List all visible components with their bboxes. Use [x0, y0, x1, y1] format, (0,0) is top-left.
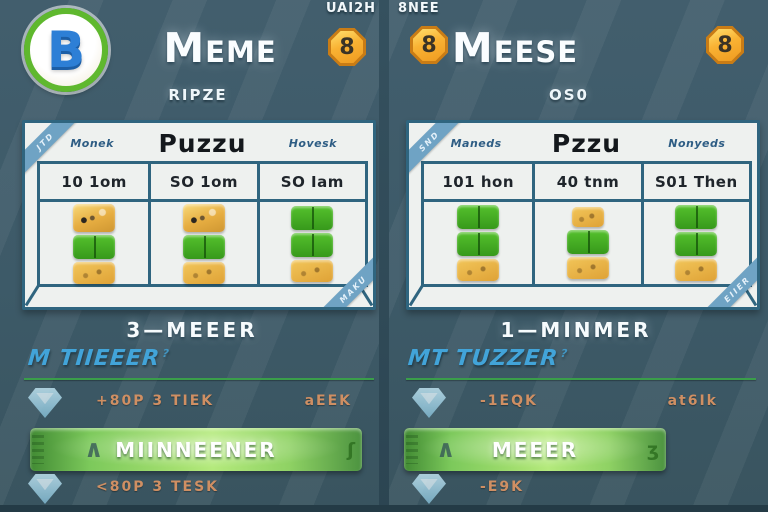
table-cell-value: S01 Then	[640, 164, 749, 202]
section-title-text: MT TUZZER	[406, 346, 560, 371]
action-button[interactable]: ∧ MEEER ʒ	[404, 428, 666, 471]
row-label: -E9K	[480, 479, 524, 495]
panel-title: Meese	[451, 24, 579, 72]
table-edge-line	[25, 284, 40, 307]
table-cell-blocks	[256, 202, 365, 286]
column-header: Hovesk	[288, 136, 337, 150]
block-yellow	[291, 260, 334, 282]
block-yellow	[182, 262, 225, 284]
column-header: Monek	[70, 136, 114, 150]
row-value: at6Ik	[667, 393, 718, 409]
app-logo[interactable]: B	[24, 8, 108, 92]
action-button[interactable]: ∧ MIINNEENER ʃ	[30, 428, 362, 471]
column-header-main: Puzzu	[158, 128, 247, 158]
gem-icon	[28, 474, 62, 504]
puzzle-table: Maneds Pzzu Nonyeds 101 hon 40 tnm S01 T…	[406, 120, 760, 310]
panel-left: B UAI2H 8 Meme RIPZE Monek Puzzu Hovesk …	[0, 0, 384, 512]
button-side-icon: ʃ	[347, 438, 355, 461]
logo-letter: B	[46, 21, 86, 79]
block-green	[457, 205, 500, 229]
block-green	[291, 233, 334, 257]
gem-icon	[28, 388, 62, 418]
gem-badge[interactable]: 8	[410, 26, 448, 64]
badge-value: 8	[339, 34, 355, 60]
block-yellow	[73, 262, 116, 284]
table-cell-blocks	[532, 202, 640, 284]
reward-row[interactable]: -1EQK at6Ik	[384, 386, 768, 422]
table-edge-line	[409, 284, 424, 307]
chevron-up-icon: ∧	[436, 434, 456, 463]
table-cell-value: SO Iam	[256, 164, 365, 202]
section-title: MT TUZZER?	[407, 346, 569, 371]
block-yellow-face	[73, 204, 116, 232]
result-text: 1—MINMER	[500, 318, 652, 342]
panel-divider	[379, 0, 389, 512]
panel-right: 8NEE 8 Meese 8 OS0 Maneds Pzzu Nonyeds 1…	[384, 0, 768, 512]
panel-subtitle: RIPZE	[168, 86, 228, 104]
table-grid: 101 hon 40 tnm S01 Then	[421, 161, 752, 287]
gem-icon	[412, 388, 446, 418]
table-header-row: Monek Puzzu Hovesk	[37, 125, 368, 161]
table-cell-value: 10 1om	[40, 164, 149, 202]
column-header-main: Pzzu	[551, 128, 622, 158]
table-grid: 10 1om SO 1om SO Iam	[37, 161, 368, 287]
panel-title: Meme	[163, 24, 277, 72]
block-yellow	[566, 257, 609, 279]
badge-value: 8	[717, 32, 733, 58]
bottom-edge-bar	[0, 505, 768, 512]
table-cell-blocks	[424, 202, 532, 284]
row-value: aEEK	[304, 393, 352, 409]
block-green	[675, 232, 718, 256]
block-green	[675, 205, 718, 229]
corner-label: 8NEE	[398, 1, 440, 16]
reward-row[interactable]: <80P 3 TESK	[0, 472, 384, 508]
row-label: +80P 3 TIEK	[96, 393, 215, 409]
chevron-up-icon: ∧	[84, 434, 104, 463]
block-green	[566, 230, 609, 254]
block-yellow-face	[182, 204, 225, 232]
panel-subtitle: OS0	[549, 86, 589, 104]
gem-badge[interactable]: 8	[328, 28, 366, 66]
reward-row[interactable]: +80P 3 TIEK aEEK	[0, 386, 384, 422]
block-yellow	[675, 259, 718, 281]
table-cell-blocks	[640, 202, 749, 284]
table-cell-value: SO 1om	[148, 164, 257, 202]
block-green	[457, 232, 500, 256]
badge-value: 8	[421, 32, 437, 58]
section-divider-rule	[406, 378, 756, 380]
section-title-text: M TIIEEER	[26, 346, 162, 371]
row-label: <80P 3 TESK	[96, 479, 220, 495]
button-label: MEEER	[491, 437, 579, 462]
column-header: Maneds	[450, 136, 502, 150]
block-yellow	[457, 259, 500, 281]
table-cell-blocks	[40, 202, 148, 286]
table-cell-value: 101 hon	[424, 164, 533, 202]
table-cell-value: 40 tnm	[532, 164, 641, 202]
table-cell-blocks	[148, 202, 256, 286]
result-text: 3—MEEER	[126, 318, 258, 342]
block-green	[182, 235, 225, 259]
corner-label: UAI2H	[326, 1, 376, 16]
gem-badge[interactable]: 8	[706, 26, 744, 64]
puzzle-table: Monek Puzzu Hovesk 10 1om SO 1om SO Iam …	[22, 120, 376, 310]
block-green	[73, 235, 116, 259]
section-suffix: ?	[161, 346, 171, 360]
gem-icon	[412, 474, 446, 504]
button-label: MIINNEENER	[115, 437, 277, 462]
section-divider-rule	[24, 378, 374, 380]
row-label: -1EQK	[480, 393, 538, 409]
section-title: M TIIEEER?	[27, 346, 171, 371]
column-header: Nonyeds	[668, 136, 726, 150]
button-side-icon: ʒ	[646, 438, 659, 461]
block-yellow-small	[571, 207, 604, 227]
reward-row[interactable]: -E9K	[384, 472, 768, 508]
block-green	[291, 206, 334, 230]
table-header-row: Maneds Pzzu Nonyeds	[421, 125, 752, 161]
section-suffix: ?	[560, 346, 569, 360]
